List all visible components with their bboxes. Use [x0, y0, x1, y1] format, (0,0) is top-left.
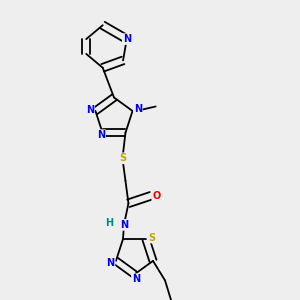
Text: N: N — [97, 130, 105, 140]
Text: N: N — [134, 104, 142, 115]
Text: S: S — [148, 232, 155, 243]
Text: N: N — [120, 220, 128, 230]
Text: N: N — [106, 258, 115, 268]
Text: S: S — [119, 153, 126, 163]
Text: H: H — [106, 218, 114, 228]
Text: N: N — [132, 274, 140, 284]
Text: N: N — [86, 105, 94, 116]
Text: O: O — [152, 191, 160, 201]
Text: N: N — [123, 34, 131, 44]
